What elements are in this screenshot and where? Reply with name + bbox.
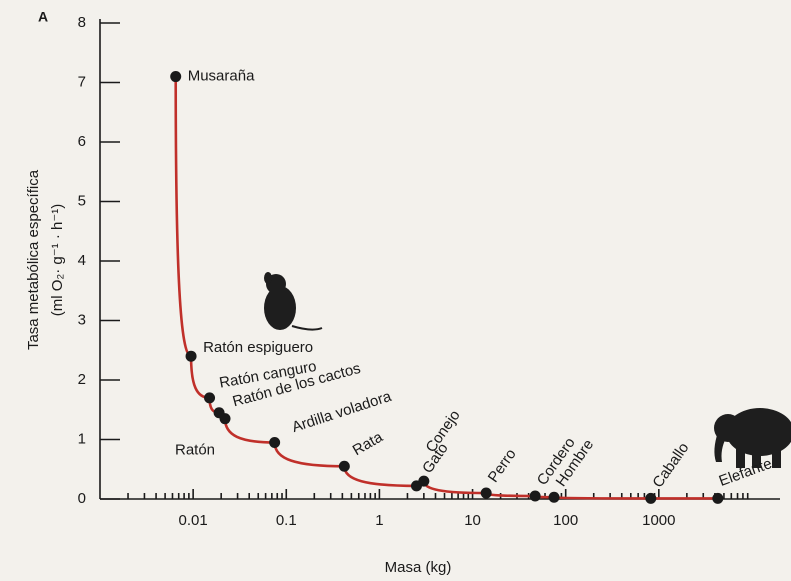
data-point <box>204 392 216 404</box>
data-point <box>645 492 657 504</box>
panel-label: A <box>38 9 48 25</box>
x-tick-label: 1 <box>375 512 383 529</box>
data-point <box>338 460 350 472</box>
x-tick-label: 0.1 <box>276 512 297 529</box>
x-tick-label: 0.01 <box>179 512 208 529</box>
y-tick-label: 1 <box>78 430 86 447</box>
y-tick-label: 3 <box>78 311 86 328</box>
data-point <box>712 492 724 504</box>
data-point <box>219 413 231 425</box>
x-tick-label: 1000 <box>642 512 675 529</box>
point-label: Ratón <box>175 442 215 459</box>
data-point <box>480 487 492 499</box>
data-point <box>170 71 182 83</box>
y-tick-label: 2 <box>78 371 86 388</box>
y-tick-label: 8 <box>78 14 86 31</box>
y-tick-label: 4 <box>78 252 86 269</box>
point-label: Musaraña <box>188 68 255 85</box>
y-axis-label: Tasa metabólica específica <box>25 169 42 350</box>
x-tick-label: 10 <box>464 512 481 529</box>
data-point <box>548 491 560 503</box>
elephant-silhouette <box>714 408 791 468</box>
y-tick-label: 0 <box>78 490 86 507</box>
point-label: Ratón espiguero <box>203 339 313 356</box>
data-point <box>529 490 541 502</box>
data-point <box>185 350 197 362</box>
x-tick-label: 100 <box>553 512 578 529</box>
y-axis-label: (ml O₂· g⁻¹ · h⁻¹) <box>49 204 66 316</box>
y-tick-label: 7 <box>78 73 86 90</box>
y-tick-label: 6 <box>78 133 86 150</box>
data-point <box>418 475 430 487</box>
mouse-silhouette <box>264 272 323 331</box>
y-tick-label: 5 <box>78 192 86 209</box>
x-axis-label: Masa (kg) <box>385 559 452 576</box>
data-point <box>269 436 281 448</box>
